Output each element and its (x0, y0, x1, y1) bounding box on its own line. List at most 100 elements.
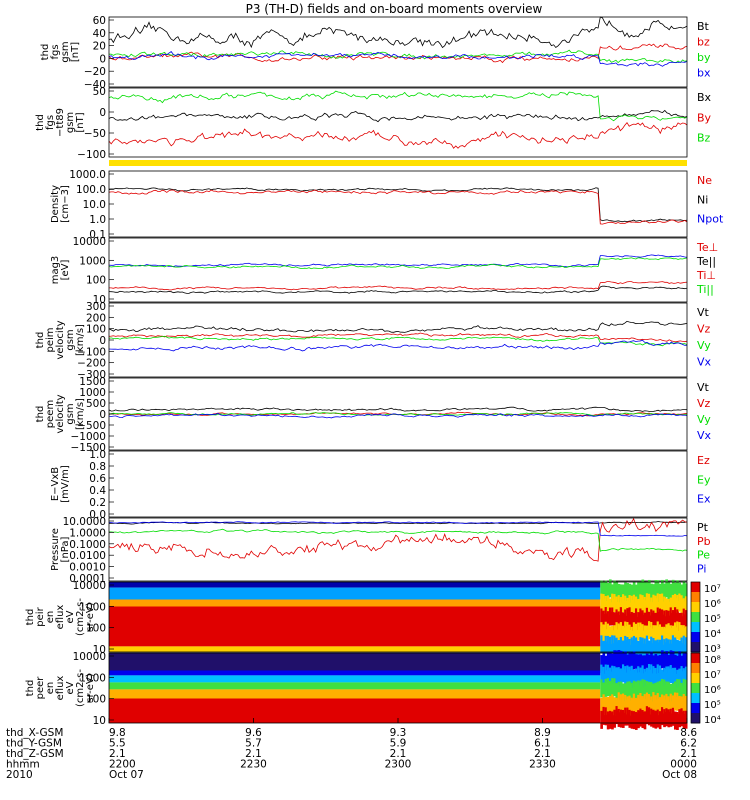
spectrogram-cell (680, 655, 684, 674)
y-tick-label: −100 (77, 149, 106, 161)
y-tick-label: −300 (77, 369, 106, 381)
spectrogram-cell (604, 635, 608, 654)
spectrogram-cell (626, 696, 629, 715)
spectrogram-cell (632, 651, 636, 670)
spectrogram-cell (682, 693, 686, 712)
legend-bz-label: bz (697, 36, 710, 49)
spectrogram-cell (611, 653, 614, 672)
spectrogram-cell (634, 697, 638, 716)
y-axis-label: [nT] (75, 112, 86, 132)
spectrogram-cell (654, 695, 658, 714)
spectrogram-cell (678, 593, 681, 612)
spectrogram-cell (671, 625, 675, 644)
spectrogram-cell (645, 681, 649, 700)
spectrogram-cell (645, 653, 649, 672)
spectrogram-cell (656, 580, 660, 599)
y-axis-label: (cm2-s- (75, 598, 86, 636)
y-axis-label: gsm (65, 112, 76, 133)
spectrogram-cell (617, 595, 621, 614)
spectrogram-band (109, 682, 601, 690)
spectrogram-cell (617, 611, 621, 630)
spectrogram-cell (647, 707, 651, 726)
spectrogram-cell (641, 579, 645, 598)
spectrogram-cell (606, 696, 610, 715)
spectrogram-cell (652, 594, 655, 613)
spectrogram-cell (637, 622, 640, 641)
spectrogram-cell (671, 594, 675, 613)
spectrogram-cell (671, 683, 675, 702)
spectrogram-cell (641, 610, 645, 629)
y-tick-label: 0.8 (89, 461, 106, 473)
spectrogram-cell (682, 710, 686, 729)
y-tick-label: 50 (93, 86, 106, 98)
spectrogram-cell (665, 638, 668, 657)
spectrogram-cell (615, 650, 619, 669)
colorbar-label: 10⁴ (704, 629, 721, 640)
spectrogram-cell (645, 692, 649, 711)
spectrogram-cell (676, 595, 679, 614)
spectrogram-cell (600, 655, 603, 674)
spectrogram-cell (676, 711, 679, 730)
spectrogram-cell (663, 695, 666, 714)
spectrogram-cell (637, 582, 640, 601)
spectrogram-cell (621, 625, 625, 644)
spectrogram-cell (628, 666, 632, 685)
spectrogram-cell (645, 593, 649, 612)
spectrogram-cell (626, 636, 629, 655)
spectrogram-cell (613, 678, 616, 697)
spectrogram-cell (650, 597, 653, 616)
y-tick-label: 0.0100 (69, 550, 106, 562)
spectrogram-cell (600, 697, 603, 716)
spectrogram-cell (634, 681, 638, 700)
spectrogram-cell (637, 694, 640, 713)
y-tick-label: 10000 (73, 236, 106, 248)
legend-vx-label: Vx (697, 356, 712, 369)
spectrogram-cell (684, 695, 688, 714)
spectrogram-cell (678, 640, 681, 659)
y-axis-label: eflux (55, 605, 66, 630)
spectrogram-cell (637, 598, 640, 617)
series-line (108, 189, 688, 225)
panel-frame (108, 237, 688, 303)
spectrogram-cell (684, 710, 688, 729)
y-tick-label: 300 (86, 301, 106, 313)
spectrogram-cell (645, 582, 649, 601)
y-axis-label: peir (35, 606, 46, 626)
spectrogram-cell (600, 580, 603, 599)
legend-pb-label: Pb (697, 535, 711, 548)
legend-ne-label: Ne (697, 174, 712, 187)
spectrogram-cell (669, 708, 673, 727)
spectrogram-cell (669, 583, 673, 602)
spectrogram-cell (680, 666, 684, 685)
x-row-label: thd_Z-GSM (6, 748, 64, 760)
spectrogram-cell (643, 668, 647, 687)
x-tick-label: 5.7 (245, 738, 262, 750)
spectrogram-cell (660, 635, 664, 654)
spectrogram-cell (658, 608, 662, 627)
y-tick-label: 60 (93, 15, 106, 27)
legend-by-label: By (697, 111, 712, 124)
spectrogram-band (109, 653, 601, 671)
colorbar-segment (691, 602, 700, 613)
y-tick-label: −50 (84, 128, 106, 140)
y-axis-label: eflux (55, 676, 66, 701)
spectrogram-cell (613, 625, 616, 644)
spectrogram-cell (604, 697, 608, 716)
spectrogram-cell (669, 665, 673, 684)
colorbar-label: 10⁷ (704, 584, 721, 595)
spectrogram-cell (611, 678, 614, 697)
y-tick-label: 1.0 (89, 214, 106, 226)
spectrogram-cell (654, 612, 658, 631)
y-tick-label: 200 (86, 312, 106, 324)
spectrogram-cell (632, 622, 636, 641)
spectrogram-cell (611, 626, 614, 645)
spectrogram-cell (656, 621, 660, 640)
spectrogram-cell (665, 651, 668, 670)
legend-vy-label: Vy (697, 413, 711, 426)
spectrogram-cell (669, 597, 673, 616)
legend-by-label: by (697, 51, 711, 64)
y-tick-label: 100.0 (76, 184, 106, 196)
spectrogram-cell (673, 582, 677, 601)
spectrogram-cell (626, 654, 629, 673)
